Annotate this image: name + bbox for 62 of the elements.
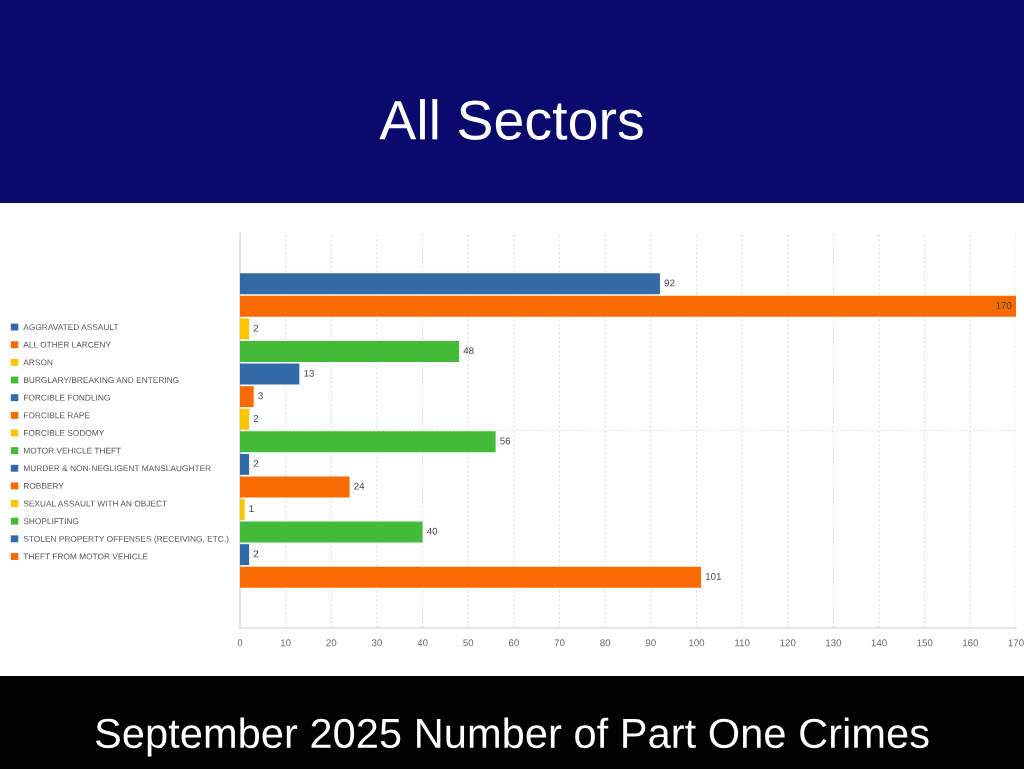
x-tick-label: 100 xyxy=(689,639,705,647)
x-tick-label: 150 xyxy=(917,639,933,647)
x-tick-label: 10 xyxy=(280,639,291,647)
data-label: 2 xyxy=(253,460,259,467)
data-label: 48 xyxy=(463,347,474,355)
x-tick-label: 70 xyxy=(554,639,565,647)
x-tick-label: 130 xyxy=(826,639,842,647)
bar xyxy=(240,544,250,566)
legend-label: SEXUAL ASSAULT WITH AN OBJECT xyxy=(23,500,167,507)
x-tick-label: 60 xyxy=(508,639,519,647)
bar xyxy=(240,341,460,362)
legend-label: FORCIBLE RAPE xyxy=(23,412,90,419)
x-tick-label: 0 xyxy=(237,639,243,647)
bar xyxy=(240,363,300,385)
x-tick-label: 120 xyxy=(780,639,796,647)
data-label: 24 xyxy=(354,482,365,490)
bar xyxy=(240,431,496,453)
text: September 2025 Number of Part One Crimes xyxy=(95,717,929,757)
x-tick-label: 90 xyxy=(645,639,656,647)
bar xyxy=(240,499,245,520)
legend-label: ARSON xyxy=(23,359,53,366)
bar xyxy=(240,476,350,498)
legend-label: SHOPLIFTING xyxy=(23,518,79,525)
data-label: 3 xyxy=(258,392,263,400)
bar xyxy=(240,453,250,475)
bar xyxy=(240,386,254,408)
data-label: 2 xyxy=(253,414,259,422)
legend-label: ALL OTHER LARCENY xyxy=(23,341,111,348)
legend-label: AGGRAVATED ASSAULT xyxy=(23,324,119,331)
data-label: 56 xyxy=(500,437,511,445)
x-tick-label: 80 xyxy=(600,639,611,647)
data-label: 1 xyxy=(249,505,254,513)
x-tick-label: 110 xyxy=(735,639,750,647)
bar xyxy=(240,408,250,430)
legend-label: ROBBERY xyxy=(23,482,64,489)
bar xyxy=(240,566,702,588)
data-label: 101 xyxy=(705,572,721,580)
data-label: 40 xyxy=(426,527,438,535)
x-tick-label: 160 xyxy=(962,639,979,647)
legend-label: MURDER & NON-NEGLIGENT MANSLAUGHTER xyxy=(23,465,211,472)
x-tick-label: 20 xyxy=(326,639,337,647)
legend-label: MOTOR VEHICLE THEFT xyxy=(23,447,121,454)
chart-title: All Sectors xyxy=(379,99,643,140)
bar xyxy=(240,318,250,340)
bar xyxy=(240,295,1016,317)
data-label: 170 xyxy=(996,302,1012,309)
legend-label: STOLEN PROPERTY OFFENSES (RECEIVING, ETC.) xyxy=(23,535,229,544)
x-tick-label: 140 xyxy=(871,639,887,647)
legend-label: THEFT FROM MOTOR VEHICLE xyxy=(23,553,148,560)
data-label: 2 xyxy=(253,324,259,332)
x-tick-label: 170 xyxy=(1008,639,1024,647)
data-label: 92 xyxy=(664,279,675,287)
x-tick-label: 40 xyxy=(417,639,428,647)
legend-label: BURGLARY/BREAKING AND ENTERING xyxy=(23,376,179,383)
x-tick-label: 30 xyxy=(371,639,382,647)
data-label: 13 xyxy=(304,369,314,377)
bar xyxy=(240,273,660,295)
bar xyxy=(240,521,423,543)
legend-label: FORCIBLE SODOMY xyxy=(23,430,105,436)
data-label: 2 xyxy=(253,550,259,558)
x-tick-label: 50 xyxy=(463,639,474,647)
legend-label: FORCIBLE FONDLING xyxy=(23,394,110,401)
